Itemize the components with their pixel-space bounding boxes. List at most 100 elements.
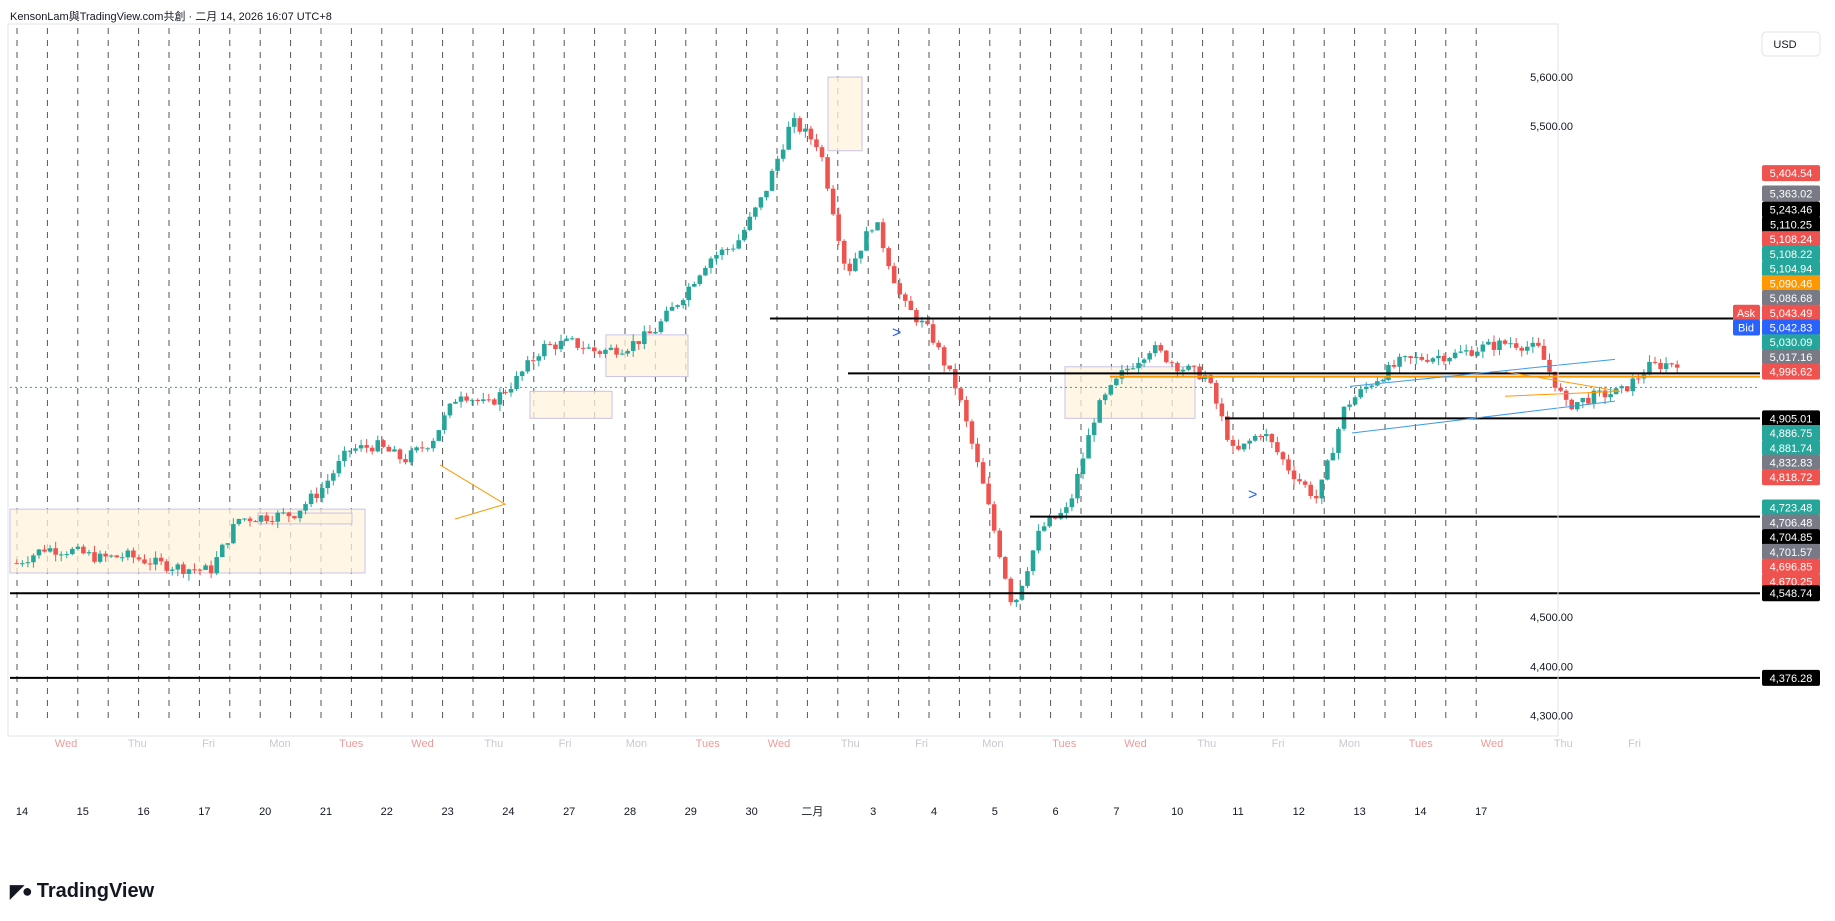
candle-body	[775, 158, 780, 171]
candle-body	[1525, 346, 1530, 351]
candle-body	[442, 415, 447, 431]
candle-body	[1002, 557, 1008, 579]
x-tick-label: 28	[624, 806, 636, 818]
candle-body	[1652, 361, 1658, 363]
candle-body	[736, 240, 741, 249]
candle-body	[903, 294, 908, 301]
candle-body	[953, 369, 958, 389]
price-tag-value: 5,243.46	[1770, 205, 1813, 217]
candle-body	[714, 255, 719, 259]
candle-body	[142, 559, 147, 564]
currency-label: USD	[1773, 39, 1796, 51]
x-tick-label: 21	[320, 806, 332, 818]
price-tag-value: 4,832.83	[1770, 458, 1813, 470]
consolidation-box	[605, 334, 689, 378]
candle-body	[1347, 404, 1352, 407]
candle-body	[958, 388, 964, 400]
candle-body	[1669, 363, 1674, 365]
candle-body	[408, 450, 414, 463]
price-tag-value: 5,108.24	[1770, 234, 1813, 246]
price-tag-box	[1762, 363, 1820, 380]
candle-body	[969, 421, 975, 444]
candle-body	[1536, 342, 1541, 346]
candle-body	[36, 549, 42, 556]
price-tag-box	[1762, 514, 1820, 531]
price-tag-value: 4,886.75	[1770, 428, 1813, 440]
y-tick-label: 4,400.00	[1530, 661, 1573, 673]
candle-body	[592, 347, 597, 352]
candle-body	[1436, 355, 1441, 359]
candle-body	[497, 392, 503, 405]
weekday-label: Thu	[1554, 738, 1573, 750]
candle-body	[1591, 390, 1597, 404]
price-tag: 5,030.09	[1762, 334, 1820, 351]
candle-body	[1269, 434, 1275, 443]
plot-frame	[7, 23, 1559, 737]
candle-body	[1463, 350, 1469, 352]
candle-body	[1419, 356, 1425, 360]
candle-body	[1169, 362, 1175, 364]
weekday-label: Mon	[269, 738, 290, 750]
candle-body	[686, 286, 692, 301]
price-tag-box	[1762, 245, 1820, 262]
weekday-label: Fri	[559, 738, 572, 750]
candle-body	[480, 399, 486, 402]
candle-body	[425, 448, 430, 450]
candle-body	[231, 524, 236, 544]
candle-body	[1513, 343, 1519, 348]
candle-body	[103, 553, 108, 557]
candle-body	[853, 258, 858, 272]
price-tag: 4,696.85	[1762, 558, 1820, 575]
candle-body	[869, 230, 875, 232]
candle-body	[286, 512, 292, 517]
candle-body	[1447, 358, 1452, 362]
price-tag-box	[1762, 529, 1820, 546]
x-tick-label: 20	[259, 806, 271, 818]
candle-body	[469, 399, 475, 401]
candle-body	[1408, 356, 1413, 359]
candle-body	[336, 461, 342, 474]
candle-body	[153, 557, 158, 565]
price-tag: 4,548.74	[1762, 585, 1820, 602]
candle-body	[669, 306, 675, 311]
price-tag: 5,243.46	[1762, 201, 1820, 218]
candle-body	[464, 396, 469, 401]
candle-body	[1441, 355, 1447, 362]
candle-body	[919, 320, 925, 323]
candle-body	[214, 557, 219, 574]
candle-body	[925, 320, 930, 325]
x-tick-label: 6	[1053, 806, 1059, 818]
candle-body	[914, 310, 919, 323]
candle-body	[369, 447, 375, 452]
candle-body	[1297, 479, 1302, 482]
candle-body	[875, 222, 880, 231]
candle-body	[753, 207, 758, 217]
candle-body	[1330, 452, 1336, 461]
price-tag: 4,905.01	[1762, 410, 1820, 427]
candle-body	[1080, 458, 1086, 475]
candle-body	[1336, 428, 1341, 453]
candle-body	[1541, 345, 1547, 360]
candle-body	[275, 512, 281, 522]
candle-body	[697, 275, 703, 284]
candle-body	[314, 493, 319, 499]
candle-body	[1458, 351, 1463, 353]
y-tick-label: 4,500.00	[1530, 612, 1573, 624]
candle-body	[1658, 362, 1663, 369]
price-tag-value: 5,090.46	[1770, 278, 1813, 290]
price-tag: 4,996.62	[1762, 363, 1820, 380]
candle-body	[120, 557, 125, 559]
candle-body	[397, 449, 403, 460]
weekday-label: Mon	[626, 738, 647, 750]
candle-body	[1025, 571, 1030, 586]
candle-body	[42, 549, 47, 552]
candle-body	[1452, 352, 1458, 359]
candle-body	[486, 399, 492, 401]
consolidation-box	[1064, 366, 1196, 419]
price-tag-box	[1762, 201, 1820, 218]
price-tag: 5,042.83 Bid	[1733, 319, 1820, 336]
price-tag-box	[1762, 669, 1820, 686]
weekday-labels: Wed Thu Fri Mon Tues Wed Thu Fri Mon Tues Wed Thu Fr…	[55, 738, 1641, 750]
price-tag: 4,723.48	[1762, 499, 1820, 516]
